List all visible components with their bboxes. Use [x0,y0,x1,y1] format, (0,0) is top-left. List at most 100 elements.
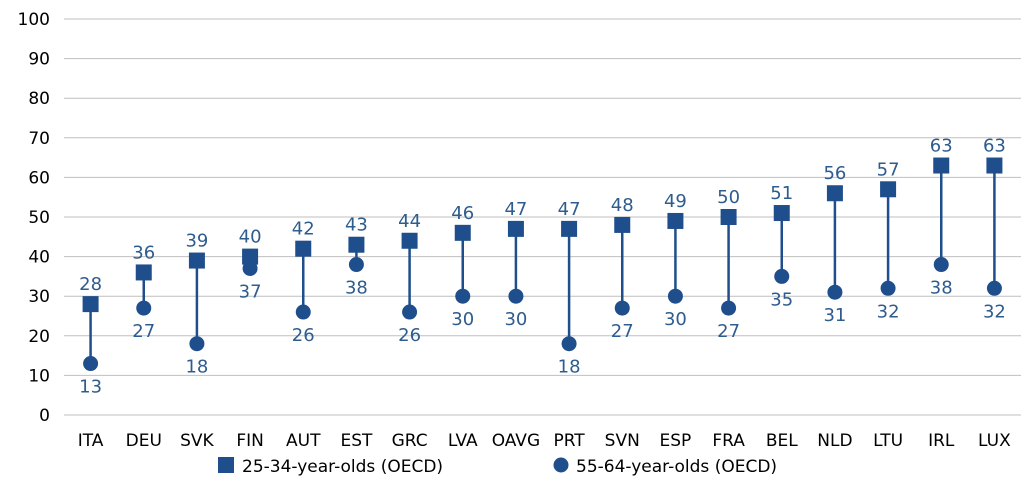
data-label-25-34: 40 [239,227,262,248]
point-25-34 [773,205,790,222]
data-label-55-64: 27 [717,321,740,342]
data-label-25-34: 48 [611,195,634,216]
data-label-55-64: 18 [558,357,581,378]
legend-circle-marker [553,457,569,473]
point-25-34 [561,220,578,237]
data-label-55-64: 30 [504,309,527,330]
point-25-34 [826,185,843,202]
x-tick-label: PRT [553,431,585,451]
x-tick-label: LUX [978,431,1011,451]
point-55-64 [348,257,364,273]
data-label-55-64: 35 [770,289,793,310]
point-55-64 [667,288,683,304]
y-tick-label: 70 [28,129,50,149]
x-tick-label: LVA [448,431,478,451]
point-55-64 [827,284,843,300]
data-label-25-34: 39 [185,231,208,252]
data-label-55-64: 27 [611,321,634,342]
y-tick-label: 40 [28,248,50,268]
x-tick-label: SVK [180,431,214,451]
point-25-34 [720,209,737,225]
x-tick-label: AUT [286,431,321,451]
y-tick-label: 50 [28,208,50,228]
data-marks [82,157,1003,372]
data-label-55-64: 27 [132,321,155,342]
x-tick-label: ITA [78,431,104,451]
data-label-55-64: 38 [345,278,368,299]
x-tick-label: GRC [392,431,428,451]
point-25-34 [880,181,897,198]
data-label-25-34: 42 [292,219,315,240]
point-25-34 [242,248,259,265]
y-tick-label: 0 [39,406,50,426]
data-label-55-64: 26 [292,325,315,346]
legend-label-series-1: 25-34-year-olds (OECD) [242,457,443,477]
point-55-64 [986,280,1002,296]
point-55-64 [614,300,630,316]
data-label-55-64: 32 [983,301,1006,322]
y-tick-label: 60 [28,168,50,188]
x-tick-label: NLD [817,431,852,451]
data-labels: 13 27 18 37 26 38 26 30 30 18 27 30 27 35 31 32 38 32 28 36… [79,136,1006,398]
x-tick-label: IRL [928,431,955,451]
data-label-25-34: 51 [770,183,793,204]
data-label-55-64: 30 [451,309,474,330]
x-tick-label: EST [340,431,373,451]
x-axis-ticks: ITA DEU SVK FIN AUT EST GRC LVA OAVG PRT SVN ESP FRA… [78,431,1011,451]
gridlines [64,18,1021,416]
x-tick-label: OAVG [492,431,540,451]
y-tick-label: 90 [28,50,50,70]
y-tick-label: 30 [28,287,50,307]
legend: 25-34-year-olds (OECD) 55-64-year-olds (… [218,457,777,477]
x-tick-label: FRA [712,431,745,451]
data-label-25-34: 28 [79,274,102,295]
point-25-34 [188,252,205,269]
x-tick-label: DEU [126,431,162,451]
point-55-64 [508,288,524,304]
x-tick-label: SVN [605,431,640,451]
y-tick-label: 80 [28,89,50,109]
point-25-34 [454,224,471,241]
point-25-34 [348,236,365,253]
legend-square-marker [218,457,234,473]
point-25-34 [401,232,418,249]
data-label-55-64: 32 [877,301,900,322]
data-label-55-64: 31 [823,305,846,326]
y-tick-label: 100 [18,10,50,30]
legend-label-series-2: 55-64-year-olds (OECD) [576,457,777,477]
point-25-34 [933,157,950,174]
data-label-55-64: 13 [79,377,102,398]
data-label-25-34: 44 [398,211,421,232]
x-tick-label: FIN [236,431,264,451]
data-label-25-34: 46 [451,203,474,224]
point-55-64 [136,300,152,316]
point-55-64 [295,304,311,320]
data-label-55-64: 26 [398,325,421,346]
point-25-34 [507,220,524,237]
y-tick-label: 10 [28,366,50,386]
y-tick-label: 20 [28,327,50,347]
data-label-55-64: 37 [239,281,262,302]
point-25-34 [986,157,1003,174]
point-55-64 [721,300,737,316]
point-55-64 [880,280,896,296]
point-25-34 [82,296,99,313]
point-55-64 [774,268,790,284]
x-tick-label: BEL [766,431,798,451]
point-25-34 [295,240,312,257]
point-55-64 [83,356,99,372]
x-tick-label: ESP [660,431,692,451]
y-axis-ticks: 0 10 20 30 40 50 60 70 80 90 100 [18,10,50,426]
data-label-55-64: 38 [930,278,953,299]
data-label-25-34: 49 [664,191,687,212]
data-label-25-34: 50 [717,187,740,208]
data-label-55-64: 18 [185,357,208,378]
data-label-25-34: 47 [558,199,581,220]
data-label-25-34: 63 [930,136,953,157]
x-tick-label: LTU [873,431,903,451]
data-label-55-64: 30 [664,309,687,330]
data-label-25-34: 47 [504,199,527,220]
point-55-64 [561,336,577,352]
data-label-25-34: 36 [132,242,155,263]
